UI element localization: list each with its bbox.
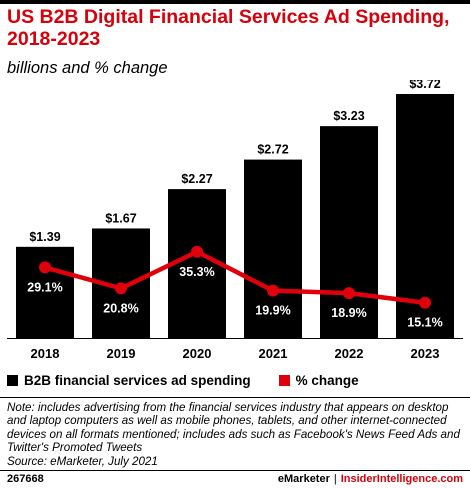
legend-bar-label: B2B financial services ad spending [24, 372, 251, 388]
legend-bar-swatch [7, 374, 18, 386]
bar-line-chart: $1.39 $1.67 $2.27 $2.72 $3.23 $3.72 2018 2019 20… [7, 80, 463, 361]
bar-value-label-2018: $1.39 [29, 230, 60, 244]
brand-emarketer: eMarketer [277, 473, 330, 485]
chart-id: 267668 [7, 473, 44, 485]
pct-change-label-2020: 35.3% [179, 265, 214, 279]
x-tick-label-2019: 2019 [107, 346, 136, 361]
pct-change-label-2021: 19.9% [255, 304, 290, 318]
x-tick-label-2018: 2018 [31, 346, 60, 361]
pct-change-point-2018 [39, 261, 51, 274]
pct-change-point-2022 [343, 287, 355, 300]
note-divider [0, 397, 470, 398]
x-tick-label-2020: 2020 [183, 346, 212, 361]
bar-value-label-2020: $2.27 [181, 172, 212, 186]
pct-change-label-2022: 18.9% [331, 306, 366, 320]
x-tick-label-2021: 2021 [259, 346, 288, 361]
top-rule [0, 0, 470, 4]
note-block: Note: includes advertising from the fina… [7, 401, 463, 468]
pct-change-point-2019 [115, 282, 127, 295]
bar-2021 [244, 159, 302, 338]
x-tick-label-2022: 2022 [335, 346, 364, 361]
x-tick-label-2023: 2023 [411, 346, 440, 361]
chart-subtitle: billions and % change [7, 59, 168, 77]
bar-value-label-2019: $1.67 [105, 211, 136, 225]
pct-change-point-2021 [267, 284, 279, 297]
brand-separator: | [333, 473, 337, 485]
note-text: Note: includes advertising from the fina… [7, 401, 460, 455]
pct-change-label-2023: 15.1% [407, 316, 442, 330]
pct-change-line [42, 249, 428, 305]
bar-value-label-2021: $2.72 [257, 143, 288, 157]
bar-2022 [320, 126, 378, 338]
bar-value-label-2023: $3.72 [409, 80, 440, 91]
pct-change-label-2018: 29.1% [27, 280, 62, 294]
pct-change-point-2020 [191, 245, 203, 258]
pct-change-label-2019: 20.8% [103, 301, 138, 315]
chart-title: US B2B Digital Financial Services Ad Spe… [7, 6, 450, 50]
footer-divider [0, 470, 470, 471]
pct-change-point-2023 [419, 296, 431, 309]
legend-line-swatch [278, 374, 290, 386]
brand-insiderintelligence: InsiderIntelligence.com [340, 473, 463, 485]
bar-value-label-2022: $3.23 [333, 109, 364, 123]
source-text: Source: eMarketer, July 2021 [7, 454, 158, 468]
footer: 267668 eMarketer | InsiderIntelligence.com [0, 471, 470, 488]
legend: B2B financial services ad spending % cha… [7, 370, 359, 390]
brand: eMarketer | InsiderIntelligence.com [278, 473, 463, 485]
legend-line-label: % change [295, 372, 359, 388]
